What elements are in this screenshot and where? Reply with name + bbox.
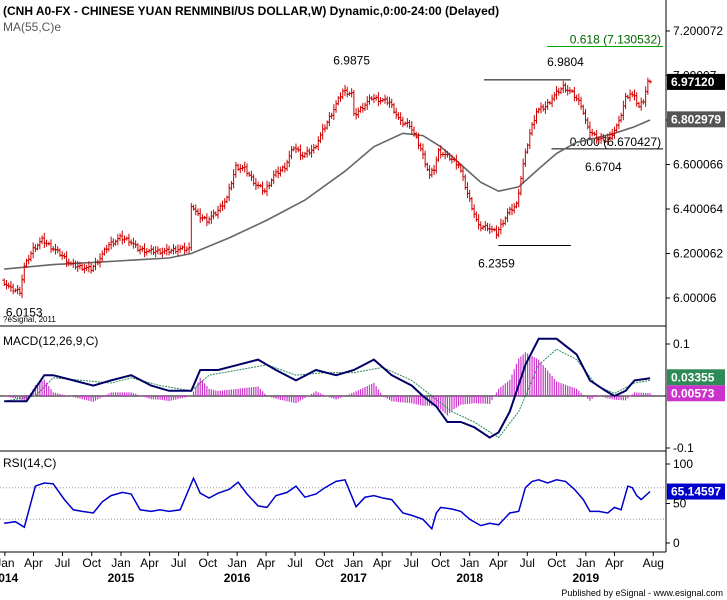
time-tick-month: Jan — [344, 556, 363, 570]
time-tick-month: Apr — [140, 556, 159, 570]
time-tick-month: Jul — [403, 556, 418, 570]
ma-value-badge-text: 6.802979 — [671, 112, 721, 126]
time-tick-month: Jul — [55, 556, 70, 570]
time-tick-month: Oct — [315, 556, 334, 570]
macd-value-badge: 0.03355 — [667, 369, 725, 386]
rsi-value-badge-text: 65.14597 — [671, 485, 721, 499]
level-lines — [484, 79, 571, 247]
fib-label: 0.618 (7.130532) — [570, 32, 661, 46]
copyright-text: ?eSignal, 2011 — [3, 315, 56, 324]
rsi-tick-label: 0 — [673, 536, 680, 550]
price-annotation: 6.9804 — [547, 55, 584, 69]
price-annotation: 6.0153 — [6, 306, 43, 320]
macd-series — [0, 337, 666, 439]
time-tick-month: Apr — [489, 556, 508, 570]
signal-value-badge-text: 0.00573 — [671, 386, 715, 400]
macd-axis: 0.1 -0.1 — [666, 337, 694, 455]
publisher-credit: Published by eSignal - www.esignal.com — [561, 588, 723, 598]
time-tick-month: Jul — [287, 556, 302, 570]
signal-value-badge-bg — [667, 385, 725, 402]
ohlc-bar — [648, 79, 653, 84]
time-tick-year: 2014 — [0, 571, 19, 585]
ma-legend: MA(55,C)e — [3, 20, 61, 34]
last-price-badge: 6.97120 — [667, 73, 725, 90]
macd-tick-label: -0.1 — [673, 441, 694, 455]
rsi-legend: RSI(14,C) — [3, 456, 56, 470]
time-tick-month: Jul — [520, 556, 535, 570]
price-panel — [0, 0, 667, 552]
price-bars — [2, 77, 653, 299]
time-tick-year: 2017 — [340, 571, 367, 585]
time-tick-month: Jan — [111, 556, 130, 570]
chart-title: (CNH A0-FX - CHINESE YUAN RENMINBI/US DO… — [3, 4, 499, 18]
time-tick-month: Apr — [257, 556, 276, 570]
macd-line — [4, 337, 651, 439]
price-tick-label: 6.400064 — [673, 202, 723, 216]
time-axis: Jan2014AprJulOctJan2015AprJulOctJan2016A… — [0, 552, 664, 585]
rsi-value-badge-bg — [667, 483, 725, 500]
fib-label: 0.000 (6.670427) — [570, 135, 661, 149]
ma-55-line — [4, 119, 651, 270]
rsi-tick-label: 50 — [673, 497, 687, 511]
time-tick-month: Jan — [576, 556, 595, 570]
price-tick-label: 6.00006 — [673, 291, 717, 305]
time-tick-month: Aug — [643, 556, 664, 570]
macd-value-badge-bg — [667, 369, 725, 386]
price-tick-label: 6.600066 — [673, 157, 723, 171]
signal-value-badge: 0.00573 — [667, 385, 725, 402]
last-price-badge-text: 6.97120 — [671, 75, 715, 89]
time-tick-month: Oct — [82, 556, 101, 570]
time-tick-month: Oct — [431, 556, 450, 570]
time-tick-year: 2016 — [224, 571, 251, 585]
rsi-axis: 100 50 0 — [666, 457, 693, 550]
time-tick-month: Oct — [199, 556, 218, 570]
price-tick-label: 7.200072 — [673, 24, 723, 38]
time-tick-month: Jan — [227, 556, 246, 570]
value-badges: 6.97120 6.802979 0.03355 0.00573 65.14597 — [667, 73, 725, 500]
time-tick-month: Apr — [605, 556, 624, 570]
macd-legend: MACD(12,26,9,C) — [3, 334, 98, 348]
time-tick-month: Oct — [547, 556, 566, 570]
rsi-value-badge: 65.14597 — [667, 483, 725, 500]
price-annotation: 6.2359 — [478, 257, 515, 271]
time-tick-month: Jul — [171, 556, 186, 570]
price-annotations: 6.9875 6.9804 6.2359 6.0153 6.6704 — [6, 53, 622, 319]
price-annotation: 6.9875 — [333, 53, 370, 67]
time-tick-month: Jan — [0, 556, 15, 570]
time-tick-year: 2019 — [572, 571, 599, 585]
ma-value-badge-bg — [667, 111, 725, 128]
time-tick-month: Apr — [24, 556, 43, 570]
macd-value-badge-text: 0.03355 — [671, 370, 715, 384]
ma-line — [4, 119, 651, 270]
price-tick-label: 6.200062 — [673, 246, 723, 260]
ma-value-badge: 6.802979 — [667, 111, 725, 128]
rsi-line — [4, 476, 651, 531]
rsi-tick-label: 100 — [673, 457, 693, 471]
time-tick-year: 2015 — [108, 571, 135, 585]
time-tick-month: Apr — [373, 556, 392, 570]
time-tick-month: Jan — [460, 556, 479, 570]
macd-tick-label: 0.1 — [673, 337, 690, 351]
rsi-series — [0, 476, 666, 531]
fibonacci-lines: 0.618 (7.130532) 0.000 (6.670427) — [547, 32, 664, 150]
price-annotation: 6.6704 — [585, 160, 622, 174]
last-price-badge-bg — [667, 73, 725, 90]
time-tick-year: 2018 — [456, 571, 483, 585]
